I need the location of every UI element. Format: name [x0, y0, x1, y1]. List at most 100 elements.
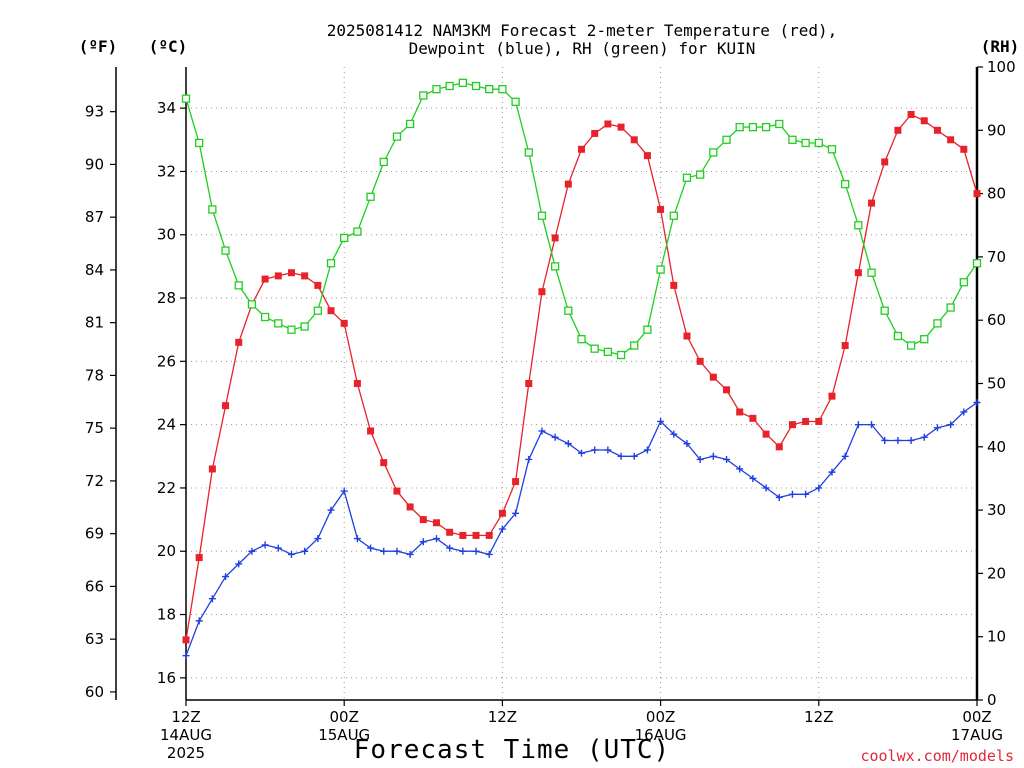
rh-point	[656, 265, 665, 274]
celsius-tick-label: 20	[157, 542, 176, 560]
temperature-point	[564, 180, 572, 188]
dewpoint-point	[868, 421, 876, 429]
dewpoint-point	[274, 544, 282, 552]
rh-point	[326, 259, 336, 268]
temperature-point	[274, 272, 282, 280]
celsius-tick-label: 26	[157, 352, 176, 370]
dewpoint-point	[248, 547, 256, 555]
dewpoint-point	[340, 487, 348, 495]
x-tick-label: 12Z	[804, 708, 833, 726]
dewpoint-point	[472, 547, 480, 555]
grid	[186, 67, 977, 700]
dewpoint-point	[670, 430, 678, 438]
rh-point	[669, 211, 678, 220]
rh-point	[419, 91, 428, 100]
rh-point	[946, 303, 955, 312]
rh-point	[696, 170, 705, 179]
rh-series	[181, 78, 982, 360]
rh-point	[709, 148, 718, 157]
rh-tick-label: 50	[987, 375, 1006, 393]
temperature-point	[235, 338, 243, 346]
dewpoint-point	[907, 436, 915, 444]
temperature-point	[630, 136, 638, 144]
dewpoint-point	[815, 484, 823, 492]
temperature-point	[380, 459, 388, 467]
celsius-unit-label: (ºC)	[149, 37, 188, 56]
dewpoint-point	[723, 455, 731, 463]
temperature-point	[617, 123, 625, 131]
rh-point	[379, 157, 388, 167]
rh-point	[300, 322, 309, 331]
dewpoint-point	[617, 452, 625, 460]
temperature-point	[525, 380, 533, 387]
temperature-point	[973, 190, 981, 198]
fahrenheit-tick-label: 93	[85, 103, 104, 121]
fahrenheit-tick-label: 75	[85, 419, 104, 437]
dewpoint-point	[287, 550, 295, 558]
rh-line	[185, 82, 978, 356]
x-tick-label: 15AUG	[318, 726, 370, 744]
dewpoint-point	[525, 455, 533, 463]
celsius-tick-label: 30	[157, 226, 176, 244]
rh-point	[550, 262, 560, 271]
celsius-tick-label: 28	[157, 289, 176, 307]
rh-point	[906, 341, 916, 350]
rh-tick-label: 100	[987, 58, 1016, 76]
celsius-tick-label: 32	[157, 162, 176, 180]
temperature-point	[762, 430, 770, 438]
rh-point	[392, 132, 402, 141]
dewpoint-point	[643, 446, 651, 454]
dewpoint-point	[406, 550, 414, 558]
rh-tick-label: 0	[987, 691, 997, 709]
dewpoint-point	[749, 474, 757, 482]
rh-point	[485, 85, 494, 94]
temperature-point	[894, 126, 902, 134]
rh-point	[616, 350, 626, 360]
dewpoint-series	[182, 398, 981, 660]
temperature-point	[512, 478, 520, 486]
temperature-point	[261, 275, 269, 283]
rh-point	[498, 85, 507, 94]
dewpoint-point	[973, 398, 981, 406]
dewpoint-point	[920, 433, 928, 441]
fahrenheit-tick-label: 69	[85, 525, 104, 543]
rh-point	[959, 278, 968, 287]
dewpoint-point	[222, 573, 230, 581]
rh-tick-label: 60	[987, 311, 1006, 329]
temperature-point	[406, 503, 414, 511]
rh-point	[564, 306, 573, 315]
dewpoint-point	[775, 493, 783, 501]
temperature-point	[788, 421, 796, 429]
rh-tick-label: 70	[987, 248, 1006, 266]
temperature-point	[208, 465, 216, 473]
temperature-point	[287, 269, 295, 277]
dewpoint-point	[630, 452, 638, 460]
rh-point	[458, 78, 468, 87]
temperature-point	[854, 269, 862, 277]
rh-point	[590, 344, 599, 353]
chart-title-line-2: Dewpoint (blue), RH (green) for KUIN	[409, 39, 756, 58]
dewpoint-point	[182, 652, 190, 660]
temperature-point	[578, 145, 585, 153]
temperature-point	[841, 342, 849, 350]
temperature-point	[643, 152, 651, 160]
temperature-point	[960, 145, 968, 153]
rh-point	[353, 227, 362, 236]
chart-title: 2025081412 NAM3KM Forecast 2-meter Tempe…	[327, 21, 838, 58]
x-tick-label: 17AUG	[951, 726, 1003, 744]
credit-text: coolwx.com/models	[860, 747, 1014, 765]
temperature-point	[868, 199, 876, 207]
dewpoint-point	[604, 446, 612, 454]
rh-point	[682, 173, 692, 182]
rh-point	[722, 135, 731, 144]
temperature-series	[182, 110, 981, 644]
temperature-point	[327, 307, 335, 315]
temperature-point	[367, 427, 375, 435]
temperature-point	[907, 110, 915, 118]
dewpoint-point	[208, 595, 216, 603]
temperature-point	[551, 234, 559, 242]
temperature-point	[472, 531, 480, 539]
rh-tick-label: 90	[987, 121, 1006, 139]
fahrenheit-tick-label: 72	[85, 472, 104, 490]
